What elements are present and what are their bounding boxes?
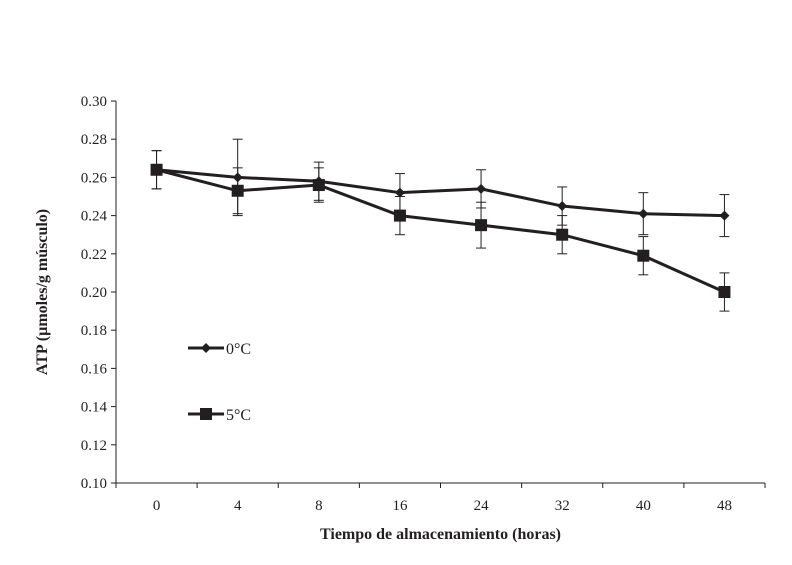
data-point [719, 210, 730, 221]
x-tick-label: 16 [392, 498, 408, 514]
legend-marker [200, 408, 212, 420]
legend-label: 0°C [226, 341, 251, 358]
data-point [556, 228, 569, 241]
x-tick-label: 32 [555, 498, 570, 514]
series-line-0 [156, 168, 725, 218]
data-point [475, 219, 488, 232]
x-axis-label: Tiempo de almacenamiento (horas) [320, 526, 561, 543]
data-point [637, 249, 650, 262]
x-tick-label: 48 [717, 498, 732, 514]
data-point [718, 286, 731, 298]
data-point [557, 201, 568, 212]
data-point [393, 209, 406, 222]
y-axis-label: ATP (µmoles/g músculo) [34, 209, 51, 375]
y-tick-label: 0.16 [81, 361, 108, 377]
y-tick-label: 0.12 [81, 438, 107, 454]
data-point [231, 184, 244, 197]
series-line-1 [156, 168, 726, 294]
legend-marker [201, 343, 211, 353]
x-tick-label: 24 [474, 498, 490, 514]
y-tick-label: 0.10 [81, 476, 107, 492]
y-tick-label: 0.14 [81, 400, 108, 416]
data-point [394, 187, 405, 198]
data-point [476, 183, 487, 194]
x-tick-label: 4 [234, 498, 242, 514]
x-tick-label: 8 [315, 498, 323, 514]
legend-label: 5°C [226, 407, 251, 424]
x-tick-label: 40 [636, 498, 651, 514]
y-tick-label: 0.20 [81, 285, 107, 301]
x-tick-label: 0 [153, 498, 161, 514]
data-point [150, 163, 163, 176]
y-tick-label: 0.30 [81, 94, 107, 110]
data-point [312, 179, 325, 192]
y-tick-label: 0.24 [81, 209, 108, 225]
y-tick-label: 0.18 [81, 323, 107, 339]
y-tick-label: 0.28 [81, 132, 107, 148]
data-point [638, 208, 649, 219]
y-tick-label: 0.26 [81, 170, 108, 186]
y-tick-label: 0.22 [81, 247, 107, 263]
